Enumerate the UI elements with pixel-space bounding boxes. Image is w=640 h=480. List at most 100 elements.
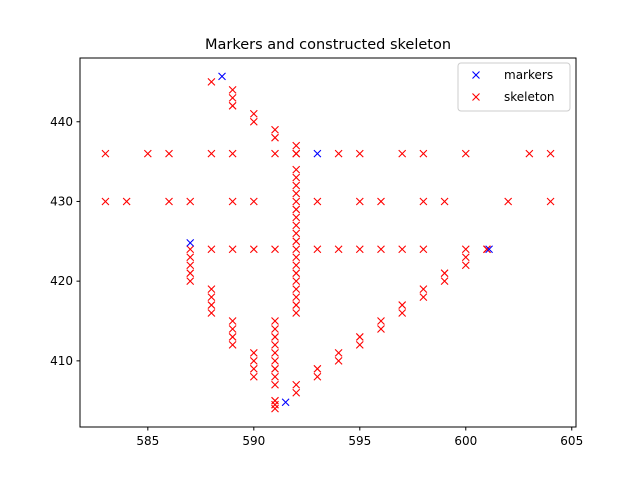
legend-marker-skeleton xyxy=(472,93,480,101)
skeleton-point xyxy=(292,261,301,270)
skeleton-point xyxy=(228,317,237,325)
skeleton-point xyxy=(440,269,449,278)
skeleton-point xyxy=(440,197,449,206)
skeleton-point xyxy=(398,149,407,158)
skeleton-point xyxy=(101,149,110,158)
skeleton-point xyxy=(546,149,555,158)
skeleton-point xyxy=(249,197,258,206)
skeleton-point xyxy=(165,197,173,206)
series-skeleton xyxy=(101,78,555,413)
skeleton-point xyxy=(525,149,534,158)
skeleton-point xyxy=(292,173,301,182)
skeleton-point xyxy=(292,141,301,150)
skeleton-point xyxy=(355,333,364,341)
y-tick-label: 420 xyxy=(50,274,73,288)
skeleton-point xyxy=(228,341,237,349)
series-markers xyxy=(186,72,493,407)
skeleton-point xyxy=(334,245,343,254)
skeleton-point xyxy=(398,245,407,254)
skeleton-point xyxy=(207,285,216,294)
skeleton-point xyxy=(249,356,258,365)
skeleton-point xyxy=(249,364,258,373)
skeleton-point xyxy=(122,197,131,206)
skeleton-point xyxy=(207,293,216,301)
skeleton-point xyxy=(292,197,301,206)
skeleton-point xyxy=(249,109,258,118)
skeleton-point xyxy=(271,149,279,158)
skeleton-point xyxy=(419,149,428,158)
skeleton-point xyxy=(271,317,279,325)
skeleton-point xyxy=(292,237,301,246)
skeleton-point xyxy=(292,301,301,309)
skeleton-point xyxy=(461,245,470,254)
skeleton-point xyxy=(292,189,301,198)
skeleton-point xyxy=(377,197,385,206)
skeleton-point xyxy=(440,277,449,286)
x-tick-label: 590 xyxy=(242,434,265,448)
skeleton-point xyxy=(419,293,428,301)
skeleton-point xyxy=(228,149,237,158)
skeleton-point xyxy=(228,333,237,341)
x-tick-label: 585 xyxy=(136,434,159,448)
chart-title: Markers and constructed skeleton xyxy=(205,37,451,53)
skeleton-point xyxy=(271,356,279,365)
skeleton-point xyxy=(355,197,364,206)
skeleton-point xyxy=(186,245,195,254)
skeleton-point xyxy=(207,245,216,254)
skeleton-point xyxy=(228,101,237,110)
skeleton-point xyxy=(249,117,258,126)
y-axis: 410 420 430 440 xyxy=(50,115,80,368)
markers-point xyxy=(218,72,226,81)
x-tick-label: 605 xyxy=(560,434,583,448)
skeleton-point xyxy=(101,197,110,206)
skeleton-point xyxy=(207,78,216,86)
y-tick-label: 410 xyxy=(50,354,73,368)
legend-marker-markers xyxy=(472,71,480,79)
skeleton-point xyxy=(292,388,301,397)
skeleton-point xyxy=(461,253,470,262)
skeleton-point xyxy=(271,133,279,142)
skeleton-point xyxy=(271,325,279,333)
markers-point xyxy=(281,398,290,407)
y-tick-label: 430 xyxy=(50,194,73,208)
skeleton-point xyxy=(292,213,301,222)
skeleton-point xyxy=(292,221,301,230)
legend-label-skeleton: skeleton xyxy=(504,90,555,104)
skeleton-point xyxy=(186,253,195,262)
skeleton-point xyxy=(271,245,279,254)
skeleton-point xyxy=(271,364,279,373)
series-layer xyxy=(101,72,555,413)
legend: markers skeleton xyxy=(457,62,571,112)
skeleton-point xyxy=(271,380,279,389)
skeleton-point xyxy=(292,293,301,301)
skeleton-point xyxy=(271,372,279,381)
skeleton-point xyxy=(292,245,301,254)
skeleton-point xyxy=(398,301,407,309)
skeleton-point xyxy=(143,149,152,158)
skeleton-point xyxy=(292,285,301,294)
skeleton-point xyxy=(228,197,237,206)
skeleton-point xyxy=(292,181,301,190)
markers-point xyxy=(485,245,493,254)
markers-point xyxy=(186,239,195,247)
skeleton-point xyxy=(377,245,385,254)
skeleton-point xyxy=(355,245,364,254)
skeleton-point xyxy=(377,325,385,333)
skeleton-point xyxy=(271,341,279,349)
skeleton-point xyxy=(313,197,322,206)
skeleton-point xyxy=(271,348,279,357)
y-tick-label: 440 xyxy=(50,115,73,129)
skeleton-point xyxy=(228,245,237,254)
skeleton-point xyxy=(313,364,322,373)
legend-box xyxy=(457,62,571,112)
skeleton-point xyxy=(165,149,173,158)
skeleton-point xyxy=(334,348,343,357)
skeleton-point xyxy=(546,197,555,206)
skeleton-point xyxy=(271,333,279,341)
skeleton-point xyxy=(186,277,195,286)
x-axis: 585 590 595 600 605 xyxy=(136,427,583,448)
skeleton-point xyxy=(504,197,513,206)
skeleton-point xyxy=(292,380,301,389)
skeleton-point xyxy=(483,245,491,254)
skeleton-point xyxy=(186,269,195,278)
